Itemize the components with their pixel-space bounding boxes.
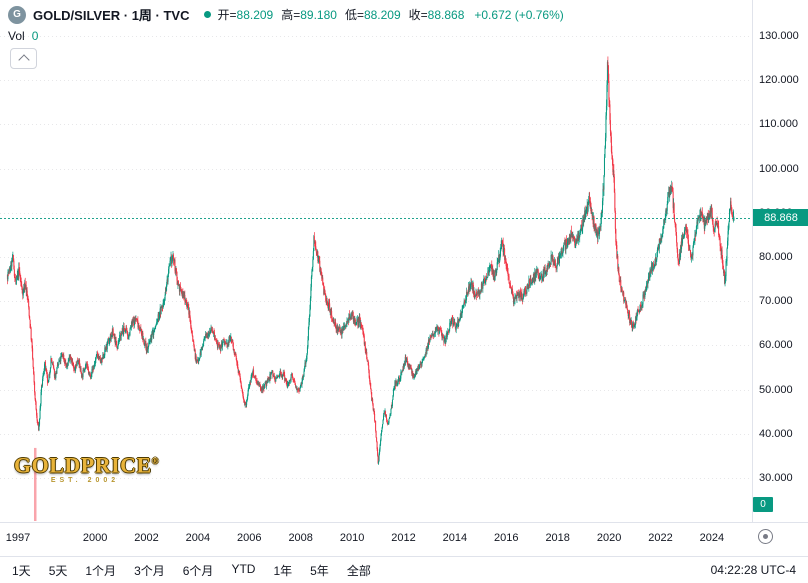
open-label: 开= bbox=[217, 8, 237, 22]
volume-label: Vol bbox=[8, 29, 25, 43]
market-status-dot-icon bbox=[203, 11, 211, 18]
collapse-pane-button[interactable] bbox=[10, 48, 37, 69]
range-button[interactable]: 1年 bbox=[273, 563, 293, 578]
price-tick-label: 120.000 bbox=[759, 74, 799, 87]
symbol-logo: G bbox=[8, 5, 26, 24]
range-button[interactable]: 1天 bbox=[12, 563, 31, 578]
price-tick-label: 30.000 bbox=[759, 472, 793, 484]
range-button[interactable]: 6个月 bbox=[182, 563, 214, 578]
volume-value: 0 bbox=[31, 29, 39, 43]
change-value: +0.672 (+0.76%) bbox=[474, 7, 564, 22]
time-tick-label: 2010 bbox=[339, 532, 365, 544]
clock-timezone[interactable]: 04:22:28 UTC-4 bbox=[710, 563, 796, 577]
range-button[interactable]: 3个月 bbox=[134, 563, 165, 578]
time-tick-label: 2004 bbox=[185, 532, 211, 544]
time-tick-label: 2024 bbox=[699, 532, 725, 544]
low-value: 88.209 bbox=[363, 8, 401, 22]
time-tick-label: 2012 bbox=[391, 532, 416, 544]
price-tick-label: 70.000 bbox=[759, 295, 793, 308]
time-tick-label: 2000 bbox=[82, 532, 108, 544]
symbol-title[interactable]: GOLD/SILVER · 1周 · TVC bbox=[33, 8, 190, 23]
low-label: 低= bbox=[344, 8, 364, 22]
volume-axis-badge: 0 bbox=[753, 497, 773, 512]
time-tick-label: 2002 bbox=[134, 532, 159, 544]
price-tick-label: 60.000 bbox=[759, 339, 793, 352]
ohlc-values: 开=88.209 高=89.180 低=88.209 收=88.868 +0.6… bbox=[218, 6, 564, 23]
high-value: 89.180 bbox=[300, 8, 337, 22]
bottom-toolbar: 1天 5天 1个月 3个月 6个月 YTD 1年 5年 全部 04:22:28 UTC-4 bbox=[0, 556, 808, 583]
range-button[interactable]: 全部 bbox=[346, 563, 371, 578]
close-label: 收= bbox=[408, 8, 428, 22]
range-button[interactable]: 5年 bbox=[310, 563, 329, 578]
price-tick-label: 130.000 bbox=[759, 30, 799, 42]
time-tick-label: 2020 bbox=[596, 532, 622, 544]
chart-legend: G GOLD/SILVER · 1周 · TVC 开=88.209 高=89.1… bbox=[8, 5, 564, 24]
close-value: 88.868 bbox=[427, 8, 465, 22]
range-button[interactable]: YTD bbox=[231, 561, 256, 576]
current-price-badge: 88.868 bbox=[753, 209, 808, 227]
price-tick-label: 50.000 bbox=[759, 383, 793, 396]
price-tick-label: 80.000 bbox=[759, 251, 793, 263]
price-tick-label: 100.000 bbox=[759, 162, 799, 175]
high-label: 高= bbox=[281, 8, 301, 22]
time-tick-label: 2014 bbox=[442, 532, 468, 544]
range-button[interactable]: 1个月 bbox=[85, 563, 117, 578]
range-selector: 1天 5天 1个月 3个月 6个月 YTD 1年 5年 全部 bbox=[12, 562, 371, 579]
price-tick-label: 40.000 bbox=[759, 427, 793, 440]
volume-indicator-legend: Vol 0 bbox=[8, 29, 38, 43]
price-tick-label: 110.000 bbox=[759, 118, 798, 131]
time-tick-label: 2016 bbox=[494, 532, 519, 544]
time-tick-label: 1997 bbox=[5, 532, 31, 544]
axis-settings-icon[interactable] bbox=[758, 529, 773, 544]
price-chart[interactable] bbox=[0, 0, 752, 522]
open-value: 88.209 bbox=[236, 8, 274, 22]
time-scale[interactable]: 1997 2000 2002 2004 2006 2008 2010 2012 2014 2016… bbox=[0, 522, 808, 556]
range-button[interactable]: 5天 bbox=[48, 563, 68, 578]
time-tick-label: 2006 bbox=[237, 532, 262, 544]
time-tick-label: 2008 bbox=[288, 532, 313, 544]
price-scale[interactable]: 30.00040.00050.00060.00070.00080.00090.0… bbox=[752, 0, 808, 522]
time-tick-label: 2018 bbox=[545, 532, 570, 544]
chevron-up-icon bbox=[17, 54, 30, 66]
time-tick-label: 2022 bbox=[648, 532, 673, 544]
